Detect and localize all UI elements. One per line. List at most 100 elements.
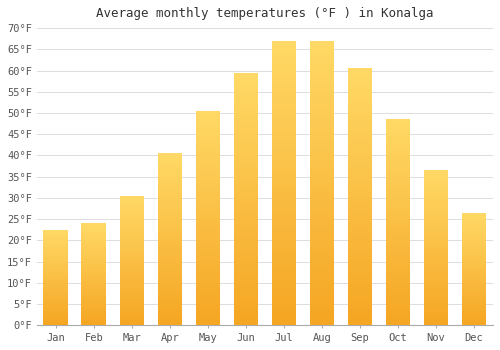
Bar <box>120 302 144 305</box>
Bar <box>348 264 372 269</box>
Bar <box>462 247 486 249</box>
Bar <box>424 298 448 301</box>
Bar <box>120 300 144 302</box>
Bar <box>196 201 220 205</box>
Bar <box>462 318 486 321</box>
Bar <box>348 68 372 326</box>
Bar <box>196 167 220 171</box>
Bar <box>82 244 106 246</box>
Bar <box>272 246 296 251</box>
Bar <box>82 270 106 272</box>
Bar <box>196 124 220 128</box>
Bar <box>158 153 182 157</box>
Bar <box>44 272 68 274</box>
Bar <box>44 320 68 322</box>
Bar <box>196 111 220 115</box>
Bar <box>272 229 296 235</box>
Bar <box>234 123 258 128</box>
Bar <box>348 115 372 120</box>
Bar <box>82 289 106 291</box>
Bar <box>462 251 486 253</box>
Bar <box>82 260 106 262</box>
Bar <box>44 274 68 276</box>
Bar <box>386 218 410 222</box>
Bar <box>44 238 68 239</box>
Bar <box>272 172 296 177</box>
Bar <box>44 239 68 241</box>
Bar <box>348 274 372 279</box>
Bar <box>424 285 448 288</box>
Bar <box>44 322 68 323</box>
Bar <box>310 120 334 126</box>
Bar <box>462 262 486 265</box>
Bar <box>424 236 448 239</box>
Bar <box>462 271 486 274</box>
Bar <box>272 138 296 143</box>
Bar <box>120 305 144 307</box>
Bar <box>44 318 68 320</box>
Bar <box>424 183 448 186</box>
Bar <box>348 94 372 99</box>
Bar <box>158 198 182 202</box>
Bar <box>462 229 486 231</box>
Bar <box>272 41 296 326</box>
Bar <box>234 138 258 143</box>
Bar <box>44 280 68 281</box>
Bar <box>82 256 106 258</box>
Bar <box>234 290 258 295</box>
Bar <box>82 248 106 250</box>
Bar <box>386 214 410 218</box>
Bar <box>386 259 410 264</box>
Bar <box>386 169 410 173</box>
Bar <box>82 242 106 244</box>
Bar <box>196 158 220 162</box>
Bar <box>234 179 258 184</box>
Bar <box>462 301 486 303</box>
Bar <box>272 297 296 303</box>
Bar <box>158 288 182 291</box>
Bar <box>386 210 410 214</box>
Bar <box>462 253 486 256</box>
Bar <box>386 301 410 305</box>
Bar <box>348 79 372 84</box>
Bar <box>462 213 486 326</box>
Bar <box>44 247 68 249</box>
Bar <box>310 138 334 143</box>
Bar <box>310 206 334 211</box>
Bar <box>120 276 144 279</box>
Bar <box>424 301 448 304</box>
Bar <box>272 234 296 240</box>
Bar <box>120 227 144 230</box>
Bar <box>196 188 220 193</box>
Bar <box>310 149 334 155</box>
Bar <box>272 98 296 103</box>
Bar <box>196 180 220 184</box>
Bar <box>196 184 220 188</box>
Bar <box>386 173 410 177</box>
Bar <box>196 300 220 304</box>
Bar <box>386 239 410 243</box>
Bar <box>196 287 220 291</box>
Bar <box>424 223 448 226</box>
Bar <box>158 267 182 270</box>
Bar <box>310 143 334 149</box>
Bar <box>120 230 144 232</box>
Bar <box>310 126 334 132</box>
Bar <box>310 172 334 177</box>
Bar <box>120 253 144 256</box>
Bar <box>82 276 106 279</box>
Bar <box>234 239 258 245</box>
Bar <box>462 265 486 267</box>
Bar <box>348 74 372 79</box>
Bar <box>310 109 334 115</box>
Bar <box>82 287 106 289</box>
Bar <box>386 128 410 132</box>
Bar <box>272 64 296 69</box>
Bar <box>386 276 410 280</box>
Bar <box>272 47 296 52</box>
Bar <box>462 215 486 217</box>
Bar <box>386 313 410 317</box>
Bar <box>196 244 220 248</box>
Bar <box>234 224 258 229</box>
Bar <box>386 202 410 206</box>
